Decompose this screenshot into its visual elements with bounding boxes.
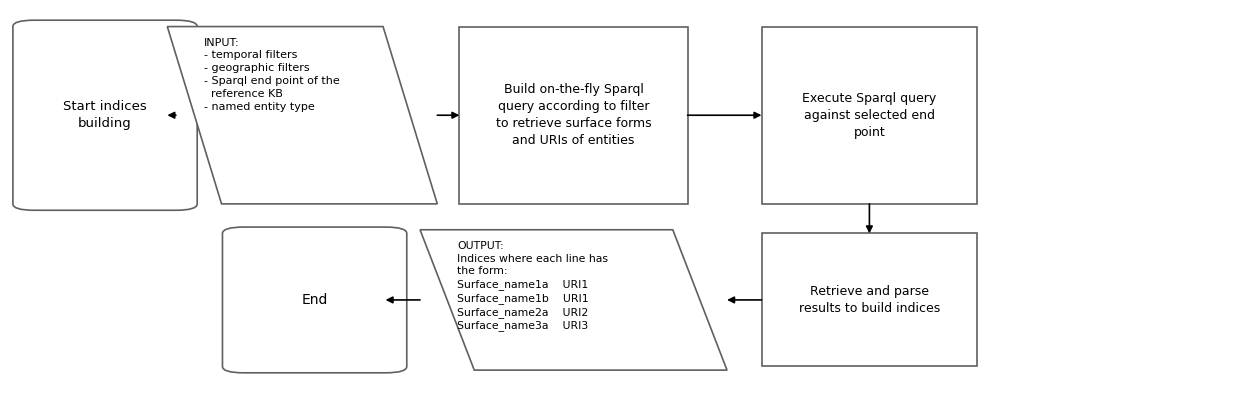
Text: OUTPUT:
Indices where each line has
the form:
Surface_name1a    URI1
Surface_nam: OUTPUT: Indices where each line has the … <box>457 241 608 331</box>
Bar <box>761 233 977 366</box>
Text: INPUT:
- temporal filters
- geographic filters
- Sparql end point of the
  refer: INPUT: - temporal filters - geographic f… <box>204 38 340 112</box>
FancyBboxPatch shape <box>13 20 198 210</box>
Text: Execute Sparql query
against selected end
point: Execute Sparql query against selected en… <box>803 92 936 139</box>
Bar <box>761 27 977 204</box>
Text: Build on-the-fly Sparql
query according to filter
to retrieve surface forms
and : Build on-the-fly Sparql query according … <box>496 83 652 147</box>
Bar <box>459 27 688 204</box>
Polygon shape <box>420 230 727 370</box>
FancyBboxPatch shape <box>223 227 406 373</box>
Text: Start indices
building: Start indices building <box>63 100 147 130</box>
Polygon shape <box>167 27 438 204</box>
Text: End: End <box>302 293 328 307</box>
Text: Retrieve and parse
results to build indices: Retrieve and parse results to build indi… <box>799 285 940 315</box>
